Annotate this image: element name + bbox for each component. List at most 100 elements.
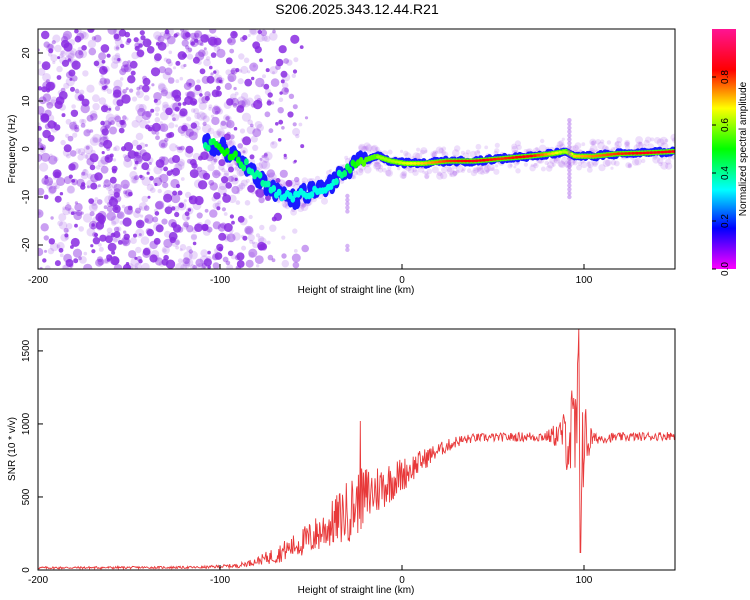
- noise-speck: [212, 221, 221, 230]
- noise-speck: [210, 159, 217, 165]
- noise-speck: [256, 33, 265, 43]
- track-core: [521, 155, 527, 159]
- noise-speck: [225, 116, 230, 121]
- noise-speck: [95, 212, 105, 222]
- noise-speck: [218, 164, 225, 171]
- halo-speck: [551, 162, 556, 167]
- noise-speck: [93, 34, 102, 43]
- noise-speck: [111, 54, 121, 64]
- halo-speck: [557, 160, 565, 168]
- noise-speck: [98, 97, 107, 105]
- noise-speck: [180, 145, 185, 151]
- noise-speck: [281, 82, 289, 89]
- halo-speck: [616, 137, 623, 143]
- noise-speck: [125, 262, 130, 266]
- noise-speck: [144, 218, 149, 223]
- noise-speck: [292, 261, 300, 269]
- noise-speck: [154, 182, 158, 187]
- track-core: [448, 159, 454, 163]
- noise-speck: [57, 56, 61, 60]
- noise-speck: [183, 251, 193, 261]
- noise-speck: [113, 195, 122, 203]
- noise-speck: [99, 77, 107, 85]
- noise-speck: [163, 166, 169, 172]
- noise-speck: [157, 41, 167, 51]
- noise-speck: [267, 254, 274, 261]
- noise-speck: [144, 143, 148, 147]
- noise-speck: [158, 123, 166, 132]
- halo-speck: [404, 152, 412, 160]
- noise-speck: [207, 250, 211, 255]
- noise-speck: [169, 111, 175, 117]
- track-core: [379, 156, 385, 160]
- track-core: [441, 160, 447, 163]
- noise-speck: [47, 52, 53, 57]
- noise-speck: [52, 169, 62, 179]
- noise-speck: [290, 34, 300, 44]
- noise-speck: [225, 182, 232, 189]
- noise-speck: [172, 190, 178, 196]
- x-tick-label: -200: [28, 275, 48, 286]
- halo-speck: [281, 200, 288, 208]
- halo-speck: [451, 149, 460, 157]
- noise-speck: [245, 226, 254, 236]
- track-core: [649, 151, 654, 155]
- noise-speck: [81, 171, 86, 176]
- noise-speck: [79, 118, 85, 124]
- y-tick-label: 1500: [21, 339, 32, 362]
- noise-speck: [150, 187, 156, 193]
- halo-speck: [665, 162, 673, 170]
- noise-speck: [133, 155, 143, 165]
- noise-speck: [88, 198, 95, 205]
- streak-speck: [567, 194, 572, 200]
- noise-speck: [134, 262, 142, 269]
- noise-speck: [179, 76, 184, 81]
- noise-speck: [69, 77, 73, 81]
- track-core: [467, 159, 472, 163]
- noise-speck: [162, 101, 169, 109]
- noise-speck: [74, 127, 80, 133]
- noise-speck: [208, 104, 213, 109]
- noise-speck: [74, 35, 82, 43]
- noise-speck: [39, 153, 43, 157]
- halo-speck: [416, 147, 421, 152]
- halo-speck: [378, 164, 384, 170]
- noise-speck: [115, 46, 120, 50]
- track-core: [627, 152, 632, 155]
- noise-speck: [186, 116, 192, 122]
- noise-speck: [221, 176, 229, 184]
- noise-speck: [122, 241, 128, 247]
- track-core: [401, 161, 406, 165]
- noise-speck: [264, 111, 271, 118]
- halo-speck: [627, 163, 633, 168]
- halo-speck: [641, 158, 646, 164]
- noise-speck: [270, 101, 275, 105]
- halo-speck: [228, 164, 234, 170]
- noise-speck: [242, 150, 246, 154]
- noise-speck: [213, 104, 219, 111]
- halo-speck: [659, 136, 668, 145]
- noise-speck: [158, 82, 166, 91]
- halo-speck: [638, 141, 643, 147]
- noise-speck: [158, 66, 166, 74]
- noise-speck: [133, 210, 141, 218]
- noise-speck: [270, 141, 278, 149]
- noise-speck: [211, 106, 221, 115]
- halo-speck: [665, 158, 672, 165]
- noise-speck: [259, 157, 263, 161]
- noise-speck: [207, 164, 215, 172]
- noise-speck: [217, 200, 222, 205]
- halo-speck: [494, 148, 500, 154]
- noise-speck: [138, 259, 143, 264]
- noise-speck: [212, 169, 221, 179]
- track-core: [503, 156, 508, 160]
- noise-speck: [165, 91, 173, 99]
- track-core: [543, 153, 548, 156]
- halo-speck: [598, 164, 606, 172]
- noise-speck: [203, 258, 212, 267]
- noise-speck: [62, 206, 66, 211]
- noise-speck: [184, 92, 189, 96]
- noise-speck: [226, 98, 234, 106]
- noise-speck: [86, 128, 91, 134]
- noise-speck: [81, 151, 85, 156]
